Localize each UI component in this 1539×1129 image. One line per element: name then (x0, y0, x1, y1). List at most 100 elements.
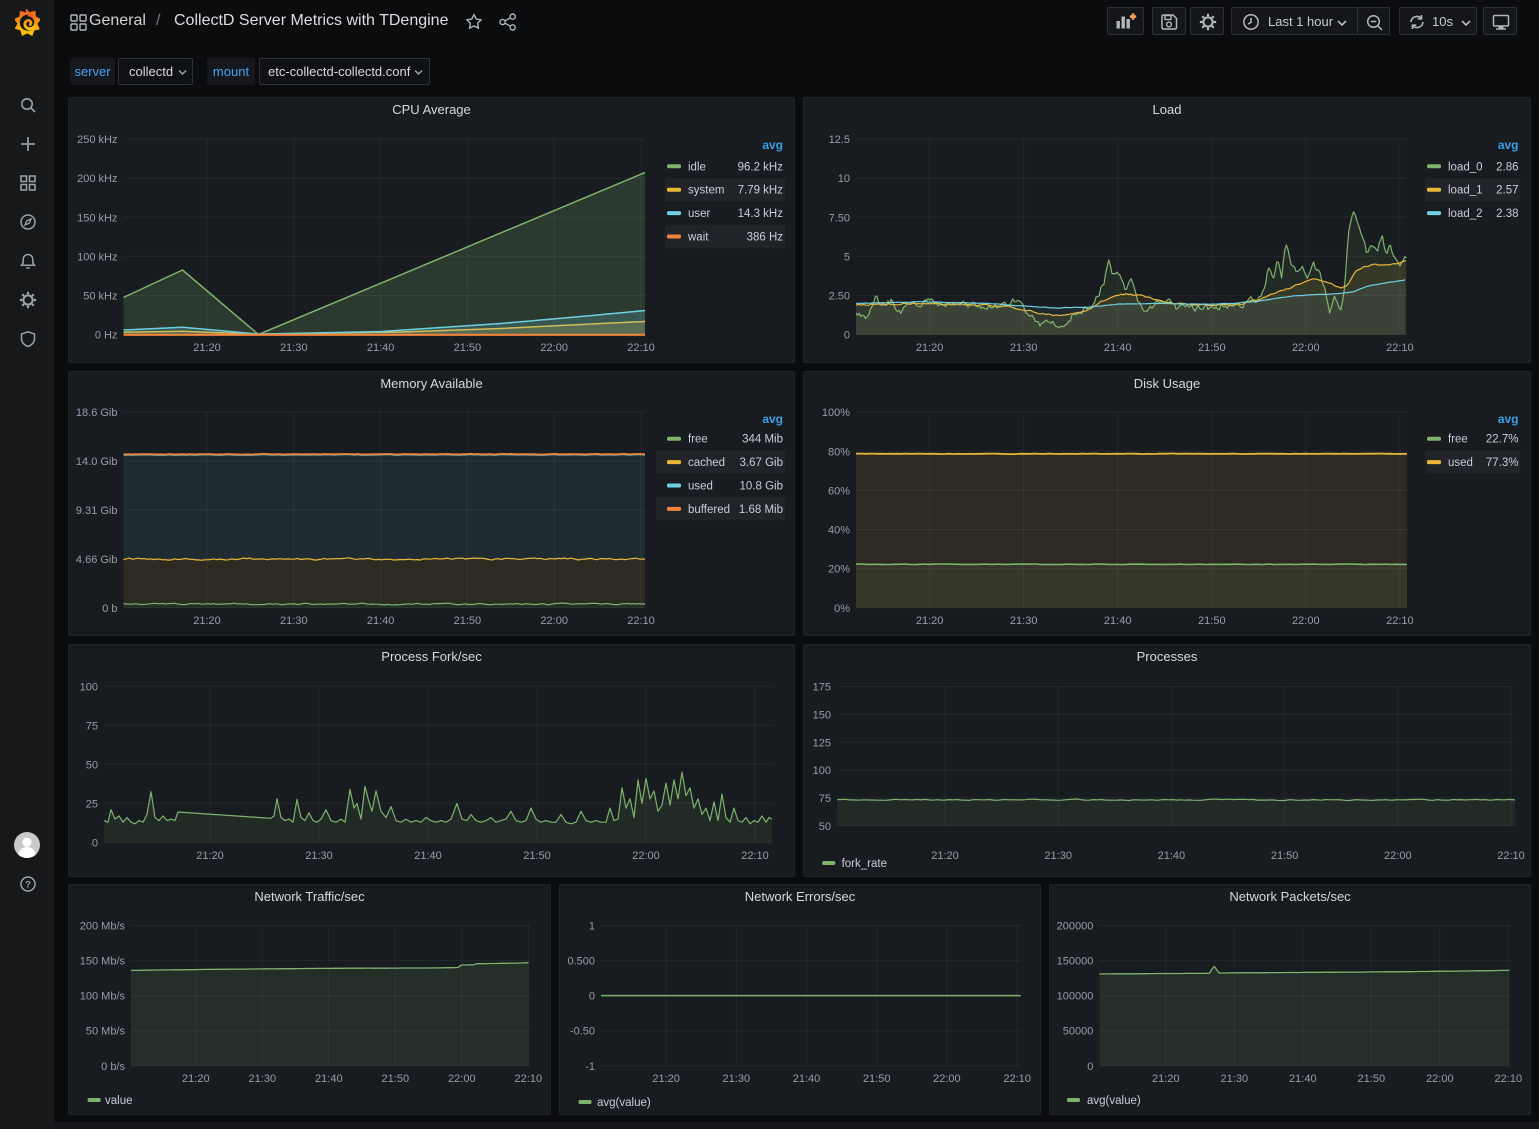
svg-text:21:50: 21:50 (382, 1073, 410, 1085)
svg-text:avg: avg (762, 412, 783, 426)
svg-text:21:30: 21:30 (280, 342, 308, 354)
svg-text:21:40: 21:40 (1104, 615, 1132, 627)
svg-text:-0.50: -0.50 (570, 1026, 595, 1038)
svg-text:2.38: 2.38 (1496, 208, 1518, 220)
svg-text:21:30: 21:30 (723, 1073, 751, 1085)
svg-text:22:10: 22:10 (1386, 615, 1414, 627)
svg-text:150000: 150000 (1057, 956, 1094, 968)
svg-text:free: free (1448, 434, 1468, 446)
svg-text:1.68 Mib: 1.68 Mib (739, 504, 783, 516)
svg-text:1: 1 (589, 921, 595, 933)
svg-text:22:10: 22:10 (515, 1073, 543, 1085)
svg-text:22:10: 22:10 (1003, 1073, 1031, 1085)
svg-text:21:30: 21:30 (1010, 342, 1038, 354)
svg-text:22:10: 22:10 (741, 850, 769, 862)
svg-text:21:50: 21:50 (454, 615, 482, 627)
svg-text:user: user (688, 208, 711, 220)
svg-text:21:20: 21:20 (1152, 1073, 1180, 1085)
svg-text:21:50: 21:50 (863, 1073, 891, 1085)
svg-text:22.7%: 22.7% (1486, 434, 1519, 446)
svg-text:system: system (688, 185, 724, 197)
svg-text:21:20: 21:20 (193, 342, 221, 354)
svg-text:21:20: 21:20 (196, 850, 224, 862)
svg-text:75: 75 (819, 793, 831, 805)
svg-text:20%: 20% (828, 564, 850, 576)
svg-text:21:50: 21:50 (523, 850, 551, 862)
svg-text:200 Mb/s: 200 Mb/s (80, 921, 126, 933)
svg-text:value: value (105, 1095, 133, 1107)
svg-text:22:10: 22:10 (627, 342, 655, 354)
svg-text:21:50: 21:50 (1198, 342, 1226, 354)
svg-text:150: 150 (813, 710, 831, 722)
svg-text:avg: avg (762, 138, 783, 152)
svg-text:21:40: 21:40 (414, 850, 442, 862)
svg-text:wait: wait (687, 232, 709, 244)
svg-text:0: 0 (1087, 1061, 1093, 1073)
svg-text:21:30: 21:30 (249, 1073, 277, 1085)
svg-text:avg: avg (1498, 412, 1519, 426)
svg-text:22:10: 22:10 (1497, 850, 1525, 862)
svg-text:0.500: 0.500 (567, 956, 595, 968)
svg-text:150 kHz: 150 kHz (77, 212, 117, 224)
svg-text:18.6 Gib: 18.6 Gib (76, 407, 118, 419)
svg-text:21:40: 21:40 (1104, 342, 1132, 354)
svg-text:-1: -1 (585, 1061, 595, 1073)
svg-text:50000: 50000 (1063, 1026, 1094, 1038)
svg-text:22:00: 22:00 (1426, 1073, 1454, 1085)
svg-text:50 kHz: 50 kHz (83, 291, 117, 303)
svg-text:21:50: 21:50 (1271, 850, 1299, 862)
svg-text:21:40: 21:40 (1289, 1073, 1317, 1085)
svg-text:250 kHz: 250 kHz (77, 134, 117, 146)
svg-text:100000: 100000 (1057, 991, 1094, 1003)
svg-text:4.66 Gib: 4.66 Gib (76, 554, 118, 566)
svg-text:21:40: 21:40 (793, 1073, 821, 1085)
svg-text:150 Mb/s: 150 Mb/s (80, 956, 126, 968)
svg-text:free: free (688, 434, 708, 446)
svg-text:96.2 kHz: 96.2 kHz (738, 161, 784, 173)
svg-text:22:10: 22:10 (1495, 1073, 1523, 1085)
svg-text:50 Mb/s: 50 Mb/s (86, 1026, 126, 1038)
svg-text:?: ? (25, 879, 31, 890)
svg-text:21:20: 21:20 (916, 615, 944, 627)
svg-text:14.3 kHz: 14.3 kHz (738, 208, 784, 220)
svg-text:0: 0 (589, 991, 595, 1003)
svg-text:fork_rate: fork_rate (842, 858, 887, 870)
svg-text:25: 25 (86, 798, 98, 810)
svg-text:21:20: 21:20 (652, 1073, 680, 1085)
svg-text:idle: idle (688, 161, 706, 173)
svg-text:21:30: 21:30 (1010, 615, 1038, 627)
svg-text:344 Mib: 344 Mib (742, 434, 783, 446)
svg-text:75: 75 (86, 720, 98, 732)
svg-text:7.50: 7.50 (829, 212, 850, 224)
svg-text:21:40: 21:40 (315, 1073, 343, 1085)
svg-text:22:10: 22:10 (1386, 342, 1414, 354)
svg-text:22:10: 22:10 (627, 615, 655, 627)
svg-text:22:00: 22:00 (448, 1073, 476, 1085)
svg-text:avg(value): avg(value) (1087, 1095, 1141, 1107)
svg-text:2.50: 2.50 (829, 291, 850, 303)
svg-text:100%: 100% (822, 407, 850, 419)
svg-text:14.0 Gib: 14.0 Gib (76, 456, 118, 468)
svg-text:125: 125 (813, 737, 831, 749)
svg-text:60%: 60% (828, 485, 850, 497)
svg-text:21:30: 21:30 (1044, 850, 1072, 862)
svg-text:77.3%: 77.3% (1486, 457, 1519, 469)
svg-text:21:30: 21:30 (280, 615, 308, 627)
svg-text:22:00: 22:00 (540, 342, 568, 354)
svg-text:used: used (1448, 457, 1473, 469)
svg-text:21:40: 21:40 (367, 615, 395, 627)
svg-text:3.67 Gib: 3.67 Gib (740, 457, 783, 469)
svg-text:cached: cached (688, 457, 725, 469)
svg-text:0: 0 (844, 330, 850, 342)
svg-text:0 b/s: 0 b/s (101, 1061, 125, 1073)
svg-text:22:00: 22:00 (1384, 850, 1412, 862)
svg-text:load_2: load_2 (1448, 208, 1483, 220)
svg-text:100 kHz: 100 kHz (77, 251, 117, 263)
svg-text:100: 100 (80, 681, 98, 693)
svg-text:22:00: 22:00 (1292, 615, 1320, 627)
svg-text:load_0: load_0 (1448, 161, 1483, 173)
svg-text:100 Mb/s: 100 Mb/s (80, 991, 126, 1003)
svg-text:80%: 80% (828, 446, 850, 458)
svg-text:22:00: 22:00 (632, 850, 660, 862)
svg-text:175: 175 (813, 682, 831, 694)
